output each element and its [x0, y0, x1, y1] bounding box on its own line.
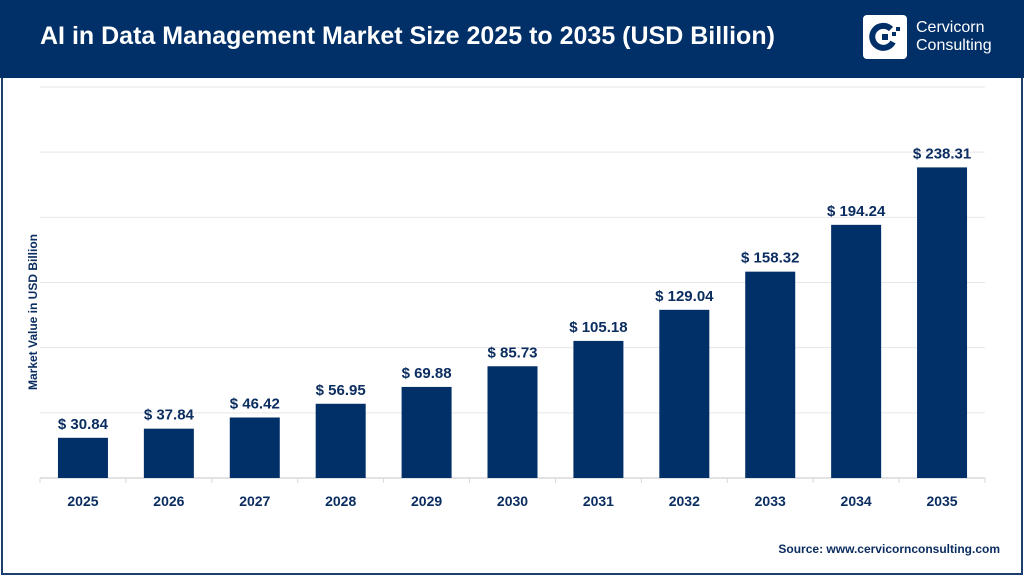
- x-tick-label: 2034: [841, 493, 872, 509]
- header-bar: AI in Data Management Market Size 2025 t…: [0, 0, 1024, 78]
- data-label: $ 46.42: [230, 395, 280, 412]
- x-tick-label: 2025: [67, 493, 98, 509]
- data-label: $ 37.84: [144, 407, 195, 424]
- x-tick-label: 2027: [239, 493, 270, 509]
- data-label: $ 85.73: [487, 344, 537, 361]
- x-tick-label: 2032: [669, 493, 700, 509]
- source-text: Source: www.cervicornconsulting.com: [778, 542, 1000, 556]
- logo: Cervicorn Consulting: [863, 15, 992, 59]
- bar-2032: [659, 309, 710, 478]
- bar-2034: [831, 224, 882, 478]
- logo-text-1: Cervicorn: [916, 19, 985, 36]
- x-tick-label: 2030: [497, 493, 528, 509]
- data-label: $ 56.95: [316, 382, 366, 399]
- bar-2030: [487, 366, 538, 478]
- logo-icon: [863, 15, 907, 59]
- bar-2035: [917, 167, 968, 478]
- data-label: $ 238.31: [913, 145, 971, 162]
- x-tick-label: 2031: [583, 493, 614, 509]
- x-tick-label: 2028: [325, 493, 356, 509]
- bar-2033: [745, 271, 796, 478]
- data-label: $ 30.84: [58, 416, 109, 433]
- chart-title: AI in Data Management Market Size 2025 t…: [40, 22, 775, 50]
- data-label: $ 129.04: [655, 288, 714, 305]
- logo-text-2: Consulting: [916, 37, 992, 54]
- data-label: $ 194.24: [827, 203, 886, 220]
- x-tick-label: 2029: [411, 493, 442, 509]
- bar-2027: [229, 417, 280, 478]
- data-label: $ 69.88: [402, 365, 452, 382]
- bar-2025: [57, 437, 108, 478]
- data-label: $ 105.18: [569, 319, 627, 336]
- bar-2029: [401, 386, 452, 478]
- bar-2031: [573, 340, 624, 478]
- bar-2028: [315, 403, 366, 478]
- x-tick-label: 2033: [755, 493, 786, 509]
- x-tick-label: 2026: [153, 493, 184, 509]
- y-axis-label: Market Value in USD Billion: [26, 233, 40, 391]
- data-label: $ 158.32: [741, 250, 799, 267]
- x-tick-label: 2035: [926, 493, 957, 509]
- bar-2026: [143, 428, 194, 478]
